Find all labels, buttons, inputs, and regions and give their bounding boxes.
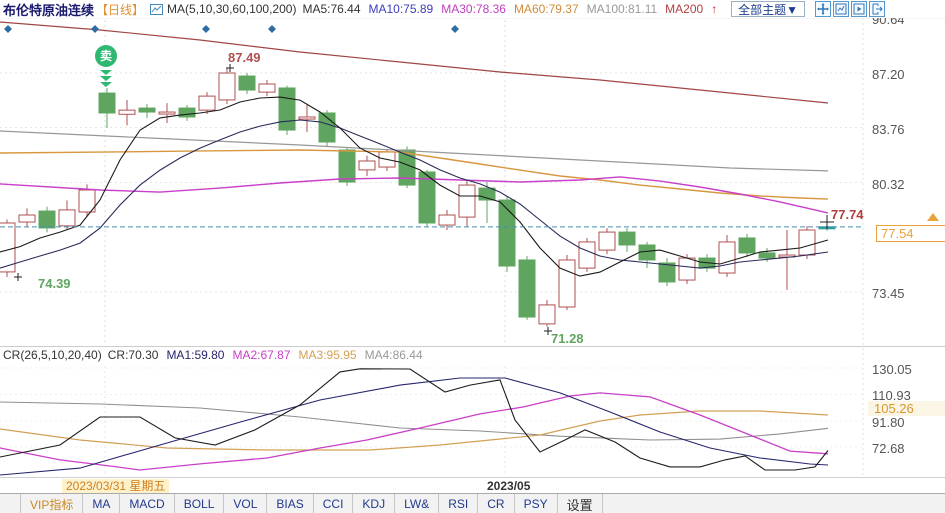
sell-chevron-icon xyxy=(100,70,112,75)
cr-readout: MA3:95.95 xyxy=(298,348,357,362)
event-diamond-marker xyxy=(451,25,459,33)
price-up-triangle-icon xyxy=(927,213,939,221)
indicator-tab-lw&[interactable]: LW& xyxy=(395,494,440,513)
indicator-tab-rsi[interactable]: RSI xyxy=(439,494,479,513)
cr-readout: CR:70.30 xyxy=(107,348,159,362)
indicator-tab-bias[interactable]: BIAS xyxy=(267,494,314,513)
cr-readout: MA1:59.80 xyxy=(166,348,225,362)
ma-readout: MA200 xyxy=(665,2,704,16)
event-diamond-marker xyxy=(4,25,12,33)
settings-tab[interactable]: 设置 xyxy=(558,494,603,513)
ma-readout: MA10:75.89 xyxy=(368,2,434,16)
event-diamond-marker xyxy=(202,25,210,33)
indicator-tab-vol[interactable]: VOL xyxy=(224,494,268,513)
ma-readout: MA5:76.44 xyxy=(302,2,361,16)
theme-dropdown-label: 全部主题▼ xyxy=(738,2,798,17)
ma200-up-arrow-icon: ↑ xyxy=(711,2,718,16)
indicator-tabbar: VIP指标 MA MACD BOLL VOL BIAS CCI KDJ LW& RSI CR PSY 设… xyxy=(0,493,945,513)
ma-readouts: MA5:76.44 MA10:75.89 MA30:78.36 MA60:79.37 M… xyxy=(302,2,717,16)
move-crosshair-icon[interactable] xyxy=(815,1,831,17)
chart-header-bar: 布伦特原油连续 【日线】 MA(5,10,30,60,100,200) MA5:… xyxy=(0,0,945,18)
month-tick-label: 2023/05 xyxy=(487,479,531,493)
theme-dropdown[interactable]: 全部主题▼ xyxy=(731,1,805,17)
indicator-tab-boll[interactable]: BOLL xyxy=(175,494,225,513)
ma-readout: MA100:81.11 xyxy=(586,2,658,16)
indicator-tab-ma[interactable]: MA xyxy=(83,494,121,513)
ma-formula-label: MA(5,10,30,60,100,200) xyxy=(167,2,297,16)
timeframe-label: 【日线】 xyxy=(96,2,145,17)
cr-readout: MA2:67.87 xyxy=(232,348,291,362)
date-axis: 2023/03/31 星期五 2023/05 xyxy=(0,477,945,494)
event-diamond-marker xyxy=(91,25,99,33)
ma-readout: MA30:78.36 xyxy=(441,2,506,16)
sell-chevron-icon xyxy=(100,82,112,87)
indicator-tab-cr[interactable]: CR xyxy=(478,494,515,513)
cr-readouts: CR:70.30 MA1:59.80 MA2:67.87 MA3:95.95 MA4:8… xyxy=(108,348,431,362)
indicator-tab-vip指标[interactable]: VIP指标 xyxy=(21,494,84,513)
indicator-tab-cci[interactable]: CCI xyxy=(314,494,354,513)
event-diamond-marker xyxy=(268,25,276,33)
cr-formula-label: CR(26,5,10,20,40) xyxy=(3,348,102,362)
chart-play-icon[interactable] xyxy=(851,1,867,17)
indicator-tab-psy[interactable]: PSY xyxy=(515,494,558,513)
selected-date-label: 2023/03/31 星期五 xyxy=(62,479,170,493)
chart-annotation-icon[interactable] xyxy=(833,1,849,17)
exit-chart-icon[interactable] xyxy=(869,1,885,17)
indicator-tab-macd[interactable]: MACD xyxy=(120,494,175,513)
indicator-tab-kdj[interactable]: KDJ xyxy=(353,494,396,513)
tabbar-lead-spacer xyxy=(0,494,21,513)
ma-readout: MA60:79.37 xyxy=(513,2,579,16)
annotation-chart-icon[interactable] xyxy=(150,3,164,15)
cr-readout: MA4:86.44 xyxy=(364,348,423,362)
sell-chevron-icon xyxy=(100,76,112,81)
cr-indicator-header: CR(26,5,10,20,40) CR:70.30 MA1:59.80 MA2:6… xyxy=(0,348,860,362)
instrument-title: 布伦特原油连续 xyxy=(3,2,95,18)
